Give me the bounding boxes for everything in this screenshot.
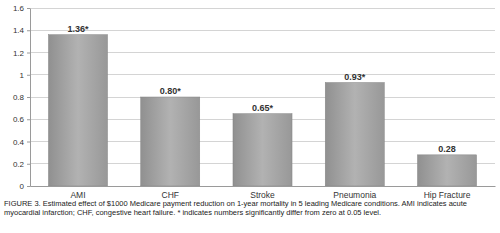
y-tick-mark — [27, 119, 30, 120]
bar — [233, 114, 292, 186]
caption-line: myocardial infarction; CHF, congestive h… — [4, 208, 381, 217]
y-tick-label: 1 — [20, 71, 25, 80]
caption: FIGURE 3. Estimated effect of $1000 Medi… — [4, 199, 467, 217]
data-label: 0.65* — [252, 103, 274, 113]
y-tick: 1.2 — [13, 49, 30, 58]
bars — [48, 35, 476, 186]
y-tick-mark — [27, 53, 30, 54]
bar — [141, 97, 200, 186]
chart-container: 0 0.2 0.4 0.6 0.8 1 1.2 1.4 1.6 AMICHFStrokePneum… — [0, 0, 500, 233]
y-tick-label: 0.6 — [13, 115, 25, 124]
bar — [325, 83, 384, 186]
data-label: 1.36* — [67, 24, 89, 34]
y-tick-mark — [27, 142, 30, 143]
chart: 0 0.2 0.4 0.6 0.8 1 1.2 1.4 1.6 AMICHFStrokePneum… — [0, 0, 500, 233]
y-tick-mark — [27, 186, 30, 187]
y-tick-mark — [27, 75, 30, 76]
y-tick-label: 0.4 — [13, 138, 25, 147]
grid-line — [30, 8, 495, 9]
x-axis: AMICHFStrokePneumoniaHip Fracture — [31, 187, 496, 201]
caption-line: FIGURE 3. Estimated effect of $1000 Medi… — [4, 199, 467, 208]
y-tick: 0 — [20, 182, 30, 191]
y-tick-label: 1.2 — [13, 49, 25, 58]
y-tick-label: 0.8 — [13, 93, 25, 102]
y-tick: 0.6 — [13, 115, 30, 124]
data-label: 0.80* — [160, 86, 182, 96]
y-tick: 1 — [20, 71, 30, 80]
y-tick: 0.2 — [13, 160, 30, 169]
y-tick-label: 0 — [20, 182, 25, 191]
y-tick-mark — [27, 97, 30, 98]
grid-line — [30, 30, 495, 31]
x-axis-line — [31, 186, 496, 187]
y-tick-mark — [27, 30, 30, 31]
y-tick-label: 1.4 — [13, 26, 25, 35]
y-tick-label: 0.2 — [13, 160, 25, 169]
bar — [48, 35, 107, 186]
y-tick-mark — [27, 8, 30, 9]
y-tick-mark — [27, 164, 30, 165]
y-tick: 0.4 — [13, 138, 30, 147]
y-axis-line — [30, 9, 31, 187]
data-label: 0.28 — [438, 144, 456, 154]
y-tick: 0.8 — [13, 93, 30, 102]
y-tick: 1.4 — [13, 26, 30, 35]
data-labels: 1.36* 0.80* 0.65* 0.93* 0.28 — [67, 24, 455, 154]
data-label: 0.93* — [344, 72, 366, 82]
y-tick: 1.6 — [13, 4, 30, 13]
y-tick-label: 1.6 — [13, 4, 25, 13]
bar — [418, 155, 477, 186]
grid — [30, 8, 495, 186]
y-axis: 0 0.2 0.4 0.6 0.8 1 1.2 1.4 1.6 — [13, 4, 31, 191]
